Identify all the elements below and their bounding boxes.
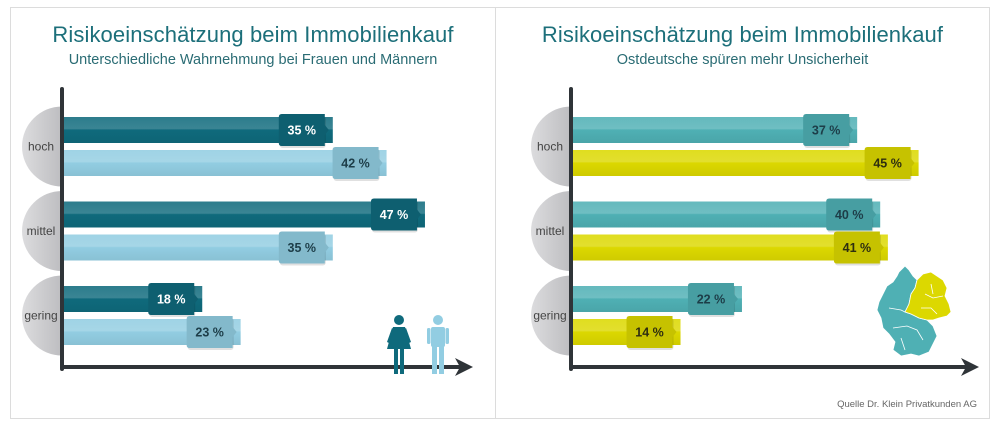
bar-gering-1: 23 % [64, 316, 241, 350]
bar [573, 150, 919, 176]
category-bubble [531, 275, 571, 356]
category-bubble [22, 106, 62, 187]
chart-title: Risikoeinschätzung beim Immobilienkauf [541, 22, 944, 47]
label-tag [626, 316, 677, 348]
chart-subtitle: Ostdeutsche spüren mehr Unsicherheit [616, 52, 869, 68]
state-border [888, 307, 906, 313]
data-label: 18 % [157, 293, 186, 307]
data-label: 22 % [697, 293, 726, 307]
state-border [900, 337, 906, 351]
data-label: 45 % [873, 157, 902, 171]
bar-gering-0: 18 % [64, 283, 203, 317]
source-note: Quelle Dr. Klein Privatkunden AG [837, 399, 977, 410]
state-border [892, 325, 924, 341]
chart-subtitle: Unterschiedliche Wahrnehmung bei Frauen … [68, 52, 438, 68]
chart-gender: hoch 35 % 42 % mittel 47 % 35 % gering 18 % 23 % [22, 87, 473, 376]
category-label-gering: gering [24, 309, 57, 323]
label-tag [833, 231, 884, 264]
state-border [930, 283, 934, 295]
category-bubble [531, 191, 571, 271]
data-label: 35 % [288, 124, 317, 138]
label-tag [278, 114, 329, 146]
label-tag [864, 147, 915, 179]
category-bubble [22, 275, 62, 356]
category-label-hoch: hoch [537, 140, 563, 154]
category-label-mittel: mittel [27, 224, 56, 238]
data-label: 41 % [843, 241, 872, 255]
category-bubble [22, 191, 62, 271]
x-axis-arrow-icon [455, 358, 473, 376]
bar-mittel-0: 40 % [573, 198, 881, 233]
woman-icon [387, 315, 411, 374]
bar-hoch-0: 37 % [573, 114, 858, 148]
chart-title: Risikoeinschätzung beim Immobilienkauf [52, 22, 454, 47]
label-tag [826, 198, 877, 231]
label-tag [332, 147, 383, 179]
category-label-gering: gering [533, 309, 566, 323]
chart-panel-region: Risikoeinschätzung beim Immobilienkauf O… [495, 7, 990, 419]
bar-mittel-1: 35 % [64, 231, 333, 266]
data-label: 35 % [288, 241, 317, 255]
data-label: 23 % [195, 326, 224, 340]
label-tag [370, 198, 421, 231]
bar-hoch-0: 35 % [64, 114, 333, 148]
chart-region: hoch 37 % 45 % mittel 40 % 41 % gering 22 % 14 % [531, 87, 979, 376]
data-label: 40 % [835, 208, 864, 222]
bar-hoch-1: 42 % [64, 147, 387, 181]
label-tag [278, 231, 329, 264]
state-border [924, 293, 944, 299]
bar [64, 201, 425, 228]
data-label: 42 % [341, 157, 370, 171]
label-tag [186, 316, 237, 348]
label-tag [148, 283, 199, 315]
germany-east-region [904, 271, 952, 321]
bar-gering-0: 22 % [573, 283, 742, 317]
category-label-hoch: hoch [28, 140, 54, 154]
chart-panel-gender: Risikoeinschätzung beim Immobilienkauf U… [10, 7, 495, 419]
man-icon [427, 315, 449, 374]
category-label-mittel: mittel [536, 224, 565, 238]
bar-gering-1: 14 % [573, 316, 681, 350]
data-label: 47 % [380, 208, 409, 222]
bar-hoch-1: 45 % [573, 147, 919, 181]
category-bubble [531, 106, 571, 187]
label-tag [687, 283, 738, 315]
bar-mittel-1: 41 % [573, 231, 888, 266]
data-label: 37 % [812, 124, 841, 138]
data-label: 14 % [635, 326, 664, 340]
state-border [921, 307, 938, 315]
label-tag [803, 114, 854, 146]
bar-mittel-0: 47 % [64, 198, 425, 233]
germany-map-icon [876, 265, 952, 357]
x-axis-arrow-icon [961, 358, 979, 376]
